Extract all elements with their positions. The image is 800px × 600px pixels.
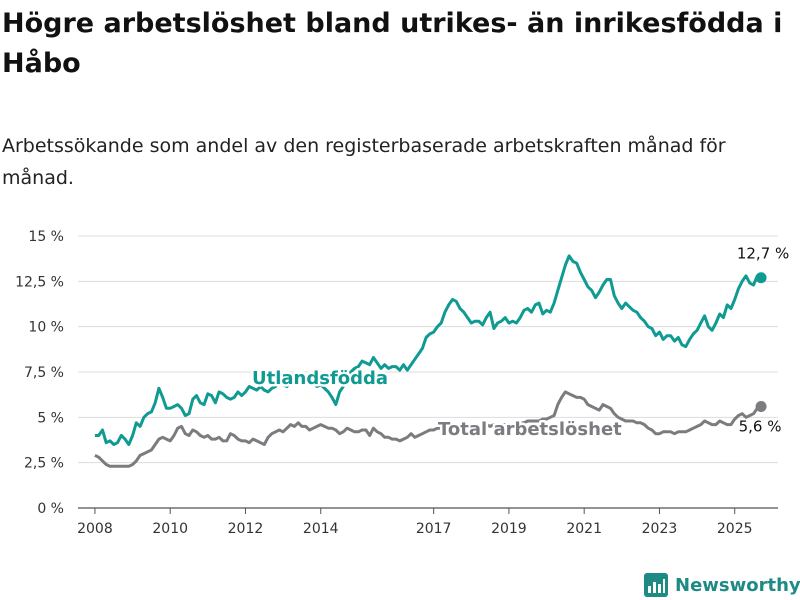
series-lines: [94, 254, 767, 468]
series-label-utlandsfodda: Utlandsfödda: [252, 368, 388, 389]
y-tick-label: 7,5 %: [24, 365, 64, 381]
grid-lines: [78, 235, 778, 509]
y-axis-ticks: 0 % 2,5 % 5 % 7,5 % 10 % 12,5 % 15 %: [15, 229, 64, 517]
y-tick-label: 12,5 %: [15, 274, 64, 290]
x-tick-label: 2019: [491, 521, 527, 537]
x-tick-label: 2014: [303, 521, 339, 537]
x-tick-label: 2021: [566, 521, 602, 537]
x-tick-label: 2025: [717, 521, 753, 537]
x-axis-ticks: 2008 2010 2012 2014 2017 2019 2021 2023 2025: [77, 508, 753, 537]
brand-name: Newsworthy: [675, 574, 800, 596]
endpoint-total: [755, 400, 767, 412]
endpoint-utlandsfodda: [755, 272, 767, 284]
x-tick-label: 2008: [77, 521, 113, 537]
series-line-utlandsfodda: [94, 254, 762, 446]
chart-title: Högre arbetslöshet bland utrikes- än inr…: [2, 8, 783, 79]
y-tick-label: 2,5 %: [24, 456, 64, 472]
series-line-total: [94, 390, 762, 468]
chart-subtitle: Arbetssökande som andel av den registerb…: [2, 135, 726, 189]
series-labels: Utlandsfödda Total arbetslöshet 12,7 % 5,6 …: [250, 245, 790, 443]
end-label-total: 5,6 %: [739, 417, 782, 435]
y-tick-label: 0 %: [37, 501, 64, 517]
x-tick-label: 2010: [152, 521, 188, 537]
y-tick-label: 15 %: [28, 229, 64, 245]
series-label-total: Total arbetslöshet: [438, 419, 622, 440]
x-tick-label: 2012: [228, 521, 264, 537]
x-tick-label: 2023: [642, 521, 678, 537]
end-label-utlandsfodda: 12,7 %: [737, 245, 789, 263]
bar-chart-logo-icon: [644, 573, 668, 597]
x-tick-label: 2017: [416, 521, 452, 537]
newsworthy-brand[interactable]: Newsworthy: [644, 570, 800, 600]
y-tick-label: 5 %: [37, 410, 64, 426]
y-tick-label: 10 %: [28, 320, 64, 336]
